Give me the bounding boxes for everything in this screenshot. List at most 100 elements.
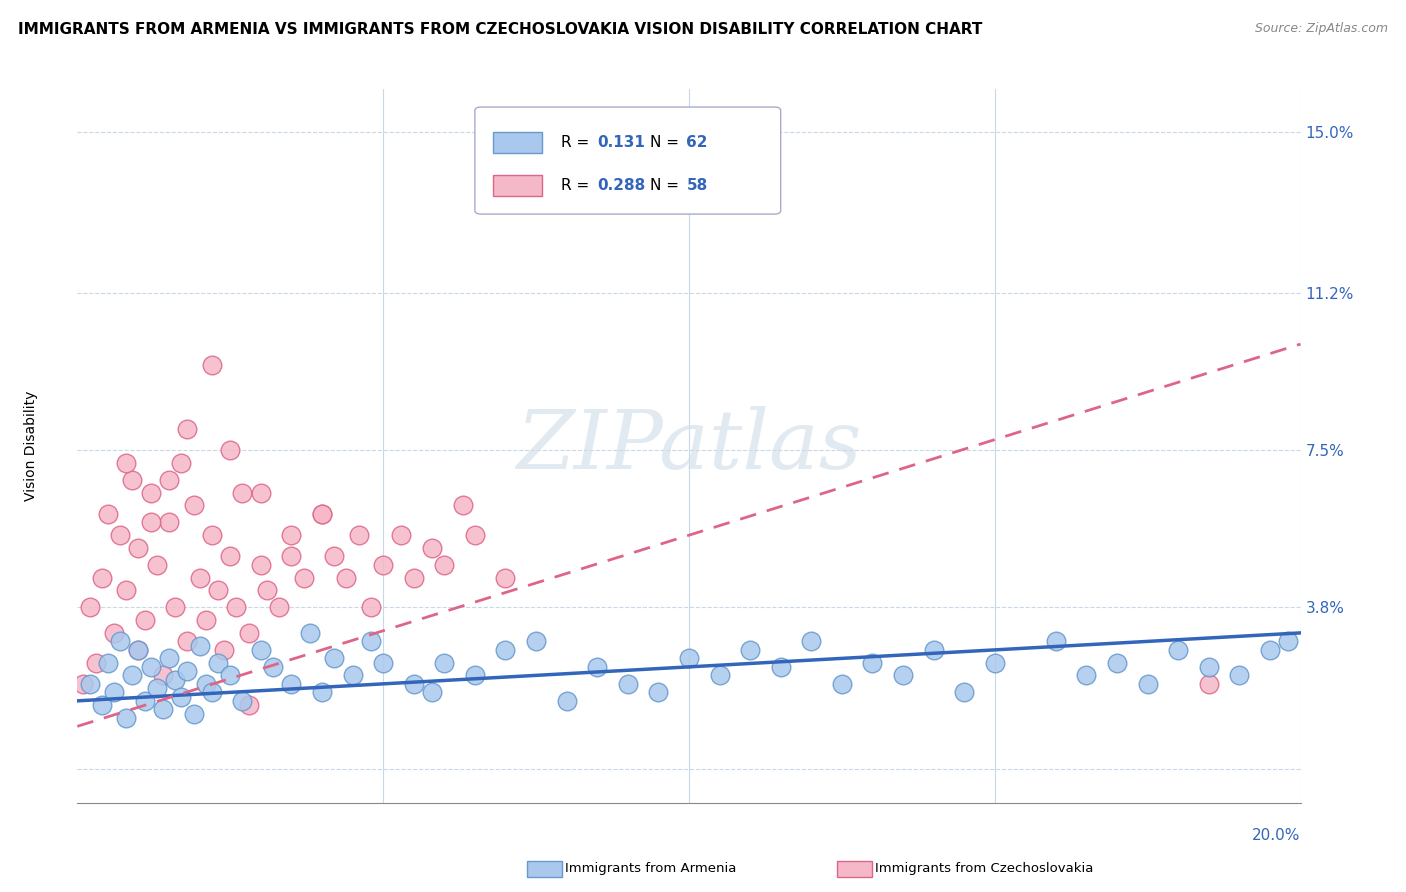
- Point: [108, 634, 131, 648]
- Point: [183, 706, 205, 721]
- Point: [280, 677, 302, 691]
- Point: [402, 571, 425, 585]
- Point: [115, 711, 138, 725]
- Point: [1076, 668, 1098, 682]
- Point: [121, 473, 143, 487]
- Point: [1229, 668, 1251, 682]
- Text: R =: R =: [561, 178, 593, 193]
- Point: [1167, 643, 1189, 657]
- Point: [212, 643, 235, 657]
- Point: [586, 660, 609, 674]
- Point: [298, 626, 321, 640]
- Point: [170, 690, 193, 704]
- Point: [371, 558, 394, 572]
- Point: [121, 668, 143, 682]
- Point: [269, 600, 291, 615]
- Point: [79, 600, 101, 615]
- Point: [84, 656, 107, 670]
- Point: [323, 651, 346, 665]
- Text: R =: R =: [561, 136, 593, 150]
- Point: [495, 643, 517, 657]
- Text: Immigrants from Czechoslovakia: Immigrants from Czechoslovakia: [875, 863, 1092, 875]
- Point: [1045, 634, 1067, 648]
- Point: [256, 583, 278, 598]
- Point: [262, 660, 284, 674]
- Point: [360, 634, 382, 648]
- Point: [103, 626, 125, 640]
- Point: [139, 516, 162, 530]
- Point: [311, 507, 333, 521]
- Point: [219, 668, 242, 682]
- Point: [1136, 677, 1159, 691]
- Point: [201, 528, 224, 542]
- Point: [709, 668, 731, 682]
- Point: [984, 656, 1007, 670]
- Text: N =: N =: [650, 136, 683, 150]
- Point: [128, 541, 150, 555]
- Point: [201, 359, 224, 373]
- Point: [176, 422, 198, 436]
- Point: [678, 651, 700, 665]
- Text: Source: ZipAtlas.com: Source: ZipAtlas.com: [1254, 22, 1388, 36]
- Text: 0.131: 0.131: [598, 136, 645, 150]
- Point: [524, 634, 547, 648]
- Point: [225, 600, 247, 615]
- Point: [555, 694, 578, 708]
- Point: [402, 677, 425, 691]
- Point: [128, 643, 150, 657]
- Point: [146, 558, 169, 572]
- Point: [231, 485, 253, 500]
- Point: [146, 681, 169, 695]
- Point: [280, 528, 302, 542]
- Point: [862, 656, 884, 670]
- Point: [238, 626, 260, 640]
- Point: [183, 499, 205, 513]
- Point: [391, 528, 413, 542]
- Point: [250, 643, 273, 657]
- Point: [176, 634, 198, 648]
- Point: [134, 694, 156, 708]
- Point: [194, 613, 217, 627]
- Point: [165, 600, 187, 615]
- Point: [219, 443, 242, 458]
- Point: [79, 677, 101, 691]
- Point: [188, 571, 211, 585]
- Point: [360, 600, 382, 615]
- Point: [250, 558, 273, 572]
- Point: [433, 656, 456, 670]
- Bar: [494, 132, 543, 153]
- Text: ZIPatlas: ZIPatlas: [516, 406, 862, 486]
- Point: [311, 685, 333, 699]
- Point: [72, 677, 94, 691]
- Point: [769, 660, 792, 674]
- Point: [103, 685, 125, 699]
- Bar: [494, 175, 543, 196]
- Point: [207, 656, 229, 670]
- Point: [176, 664, 198, 678]
- Point: [170, 456, 193, 470]
- Point: [420, 541, 443, 555]
- Point: [194, 677, 217, 691]
- Point: [420, 685, 443, 699]
- Point: [231, 694, 253, 708]
- Point: [451, 499, 474, 513]
- Point: [128, 643, 150, 657]
- Point: [347, 528, 370, 542]
- Point: [800, 634, 823, 648]
- Point: [219, 549, 242, 564]
- Text: 20.0%: 20.0%: [1253, 828, 1301, 843]
- Point: [831, 677, 853, 691]
- Point: [250, 485, 273, 500]
- Point: [740, 643, 762, 657]
- Point: [335, 571, 357, 585]
- Point: [97, 507, 120, 521]
- Point: [139, 660, 162, 674]
- Point: [1198, 660, 1220, 674]
- Point: [292, 571, 315, 585]
- FancyBboxPatch shape: [475, 107, 780, 214]
- Point: [152, 668, 174, 682]
- Point: [1258, 643, 1281, 657]
- Point: [891, 668, 914, 682]
- Point: [90, 698, 112, 712]
- Point: [157, 516, 180, 530]
